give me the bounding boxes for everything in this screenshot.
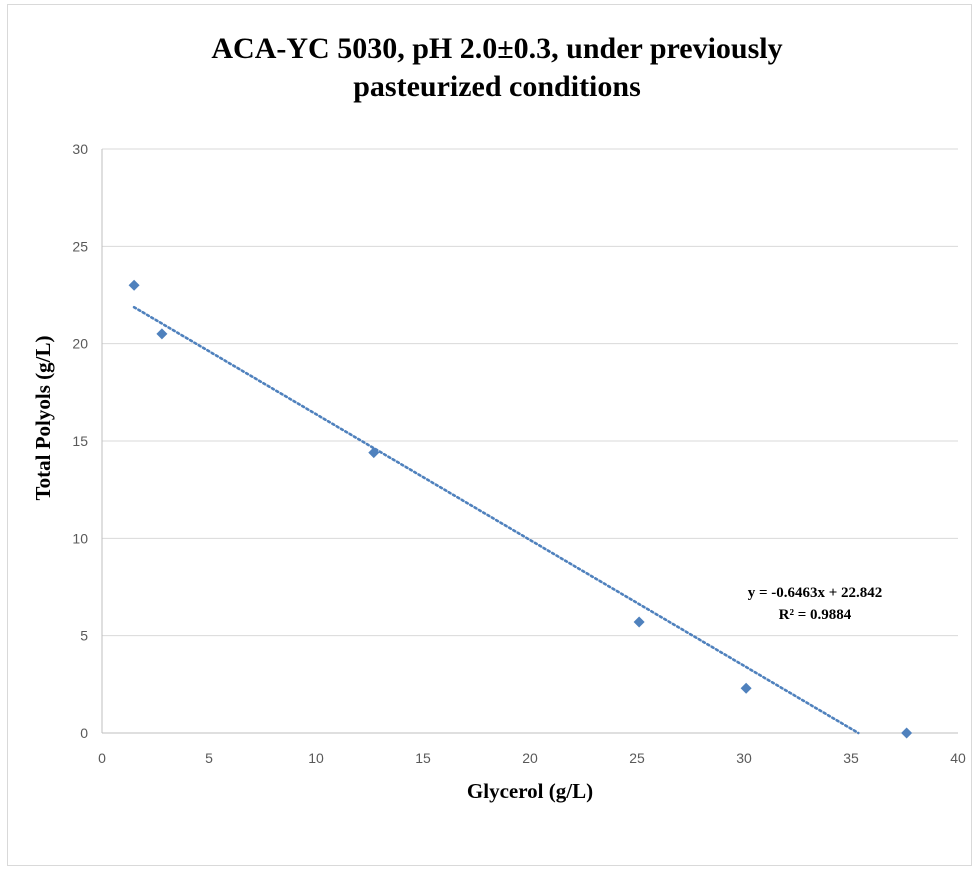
x-tick-label: 25 (629, 750, 645, 766)
x-tick-label: 10 (308, 750, 324, 766)
data-points (128, 279, 913, 739)
y-tick-label: 15 (72, 433, 88, 449)
x-axis-title: Glycerol (g/L) (467, 779, 593, 803)
y-tick-label: 20 (72, 336, 88, 352)
data-point (740, 682, 752, 694)
chart-title-line-1: ACA-YC 5030, pH 2.0±0.3, under previousl… (211, 32, 782, 65)
x-tick-label: 35 (843, 750, 859, 766)
data-point (128, 279, 140, 291)
data-point (901, 727, 913, 739)
trendline (132, 305, 860, 735)
tick-labels: 0 5 10 15 20 25 30 0 5 10 15 20 25 30 35 40 (72, 141, 966, 766)
y-axis-title: Total Polyols (g/L) (31, 336, 55, 501)
y-tick-label: 25 (72, 238, 88, 254)
data-point (368, 447, 380, 459)
data-point (156, 328, 168, 340)
x-tick-label: 20 (522, 750, 538, 766)
x-tick-label: 30 (736, 750, 752, 766)
chart-title-line-2: pasteurized conditions (353, 70, 641, 103)
x-tick-label: 40 (950, 750, 966, 766)
data-point (633, 616, 645, 628)
y-tick-label: 0 (80, 725, 88, 741)
chart-frame (7, 4, 972, 866)
x-tick-label: 15 (415, 750, 431, 766)
trendline-r-squared: R² = 0.9884 (779, 607, 852, 623)
y-tick-label: 5 (80, 628, 88, 644)
trendline-layer (132, 305, 860, 735)
x-tick-label: 5 (205, 750, 213, 766)
y-tick-label: 30 (72, 141, 88, 157)
grid-layer (102, 148, 958, 637)
trendline-equation: y = -0.6463x + 22.842 (748, 585, 883, 601)
axis-layer (101, 149, 958, 734)
y-tick-label: 10 (72, 530, 88, 546)
x-tick-label: 0 (98, 750, 106, 766)
